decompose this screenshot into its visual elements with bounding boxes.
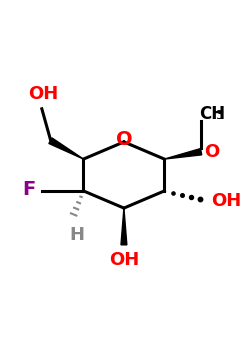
Polygon shape xyxy=(49,138,84,159)
Text: F: F xyxy=(22,180,36,199)
Text: 3: 3 xyxy=(214,109,222,122)
Text: H: H xyxy=(70,226,85,244)
Text: OH: OH xyxy=(211,192,241,210)
Text: OH: OH xyxy=(28,85,58,103)
Text: O: O xyxy=(204,143,219,161)
Text: CH: CH xyxy=(199,105,225,123)
Polygon shape xyxy=(164,149,202,159)
Text: OH: OH xyxy=(109,251,139,269)
Text: O: O xyxy=(116,131,132,149)
Polygon shape xyxy=(121,208,127,245)
